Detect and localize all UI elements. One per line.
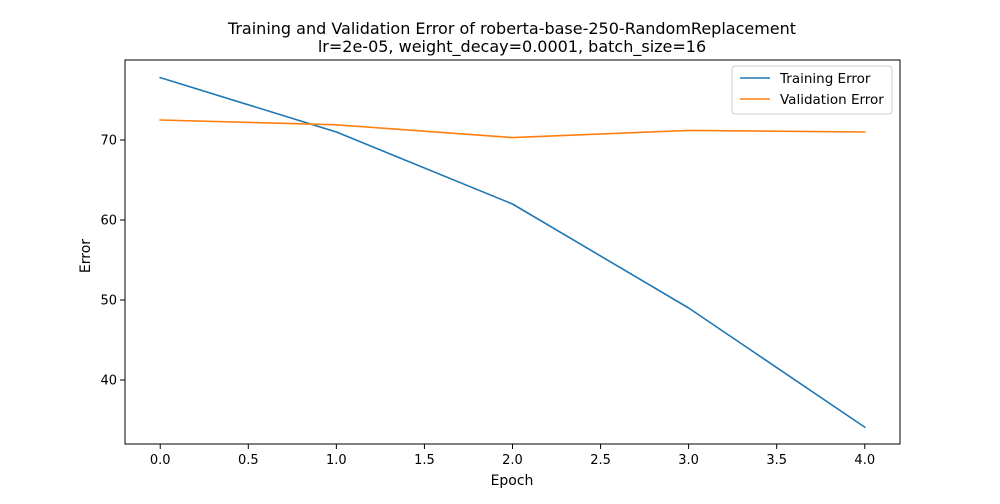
data-point-validation-error [336, 124, 338, 126]
y-tick-label: 60 [100, 214, 117, 229]
legend-label-validation-error: Validation Error [780, 92, 884, 108]
x-tick-label: 3.5 [766, 453, 787, 468]
axes-frame [124, 59, 901, 445]
data-point-validation-error [864, 131, 866, 133]
x-tick-label: 1.5 [414, 453, 435, 468]
legend: Training Error Validation Error [731, 65, 893, 115]
y-tick-label: 70 [100, 134, 117, 149]
legend-box [731, 65, 893, 115]
data-point-validation-error [512, 137, 514, 139]
series-layer [159, 76, 866, 429]
series-line-validation-error [159, 119, 866, 139]
series-line-training-error [159, 76, 866, 429]
legend-label-training-error: Training Error [779, 71, 871, 87]
axes-layer: 0.0 0.5 1.0 1.5 2.0 2.5 3.0 3.5 4.0 40 50 60 70 [100, 59, 901, 468]
data-point-training-error [688, 307, 690, 309]
data-point-validation-error [159, 119, 161, 121]
data-point-training-error [336, 131, 338, 133]
x-tick-label: 2.0 [502, 453, 523, 468]
x-tick-label: 1.0 [326, 453, 347, 468]
x-axis-label: Epoch [491, 473, 534, 489]
data-point-training-error [159, 77, 161, 79]
chart-subtitle: lr=2e-05, weight_decay=0.0001, batch_siz… [318, 37, 706, 57]
y-axis-label: Error [78, 239, 94, 273]
x-tick-label: 0.0 [150, 453, 171, 468]
x-tick-label: 2.5 [590, 453, 611, 468]
data-point-training-error [864, 426, 866, 428]
x-tick-label: 0.5 [238, 453, 259, 468]
x-tick-label: 4.0 [854, 453, 875, 468]
data-point-training-error [512, 203, 514, 205]
chart-title: Training and Validation Error of roberta… [227, 19, 796, 38]
y-tick-label: 50 [100, 294, 117, 309]
y-tick-label: 40 [100, 374, 117, 389]
data-point-validation-error [688, 130, 690, 132]
x-tick-label: 3.0 [678, 453, 699, 468]
